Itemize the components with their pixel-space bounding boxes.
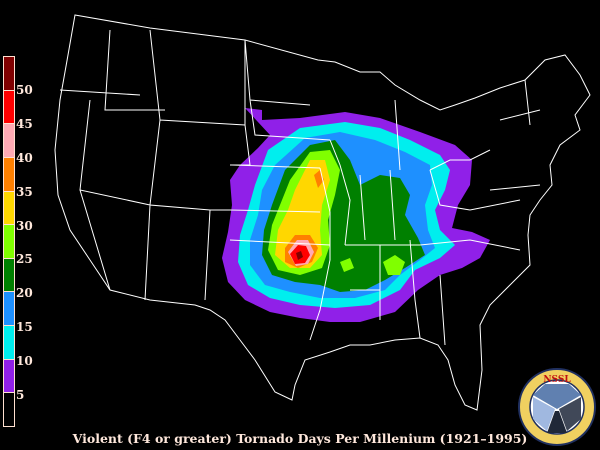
map-title: Violent (F4 or greater) Tornado Days Per… [72, 431, 528, 446]
legend-label: 50 [16, 83, 33, 97]
state-lines [59, 29, 541, 346]
legend-swatch-5 [4, 359, 14, 394]
legend-label: 45 [16, 117, 33, 131]
legend-label: 15 [16, 320, 33, 334]
legend-swatch-10 [4, 326, 14, 360]
legend-label: 35 [16, 185, 33, 199]
legend-label: 40 [16, 151, 33, 165]
legend-label: 25 [16, 252, 33, 266]
legend-swatch-25 [4, 225, 14, 259]
svg-text:NSSL: NSSL [543, 375, 571, 385]
legend-swatch-30 [4, 191, 14, 226]
contour-30 [275, 160, 330, 268]
us-boundaries [54, 14, 591, 411]
us-outline [54, 14, 591, 411]
legend-swatch-35 [4, 157, 14, 192]
contour-50 [296, 251, 303, 260]
legend-swatch-50plus [4, 57, 14, 91]
legend-swatch-0 [4, 393, 14, 427]
legend-swatch-40 [4, 124, 14, 158]
legend-label: 20 [16, 286, 33, 300]
contour-25b [383, 255, 405, 275]
legend-swatch-20 [4, 258, 14, 293]
contour-25c [340, 258, 354, 272]
color-legend [3, 56, 15, 427]
legend-label: 30 [16, 219, 33, 233]
nssl-logo: NSSL [518, 368, 596, 446]
legend-label: 10 [16, 354, 33, 368]
legend-swatch-15 [4, 292, 14, 327]
legend-label: 5 [16, 388, 25, 402]
contour-layers [222, 108, 490, 322]
legend-swatch-45 [4, 90, 14, 125]
